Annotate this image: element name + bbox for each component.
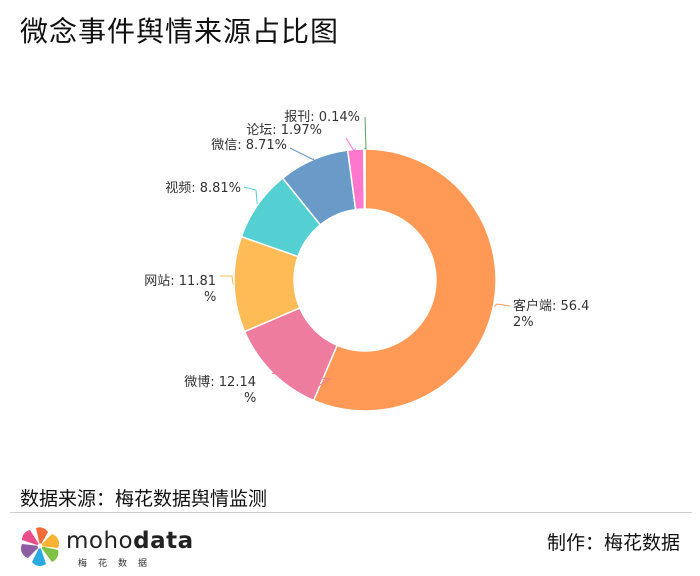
slice-label-7: 报刊: 0.14%	[284, 110, 360, 125]
donut-chart: 客户端: 56.4 2% 微博: 12.14 % 网站: 11.81 % 视频: 8.81%…	[144, 110, 589, 412]
slice-label-1: 客户端: 56.4 2%	[513, 298, 589, 330]
leader-line-1	[493, 303, 511, 307]
leader-line-5	[289, 147, 315, 161]
brand-wordmark-light: moho	[66, 528, 134, 554]
slice-1	[312, 148, 497, 412]
brand-subtitle: 梅花数据	[78, 559, 159, 569]
chart-title: 微念事件舆情来源占比图	[20, 15, 340, 48]
leader-line-7	[364, 116, 367, 150]
leader-line-4	[243, 186, 258, 204]
brand-wordmark-bold: data	[133, 528, 194, 554]
maker-credit: 制作：梅花数据	[546, 532, 680, 554]
data-source-note: 数据来源：梅花数据舆情监测	[20, 488, 268, 510]
leader-line-3	[220, 275, 234, 285]
brand-wordmark: mohodata	[66, 528, 194, 554]
slice-label-5: 微信: 8.71%	[211, 138, 287, 153]
slice-label-3: 网站: 11.81%	[144, 274, 216, 305]
slice-label-6: 论坛: 1.97%	[246, 123, 322, 138]
slice-label-2: 微博: 12.14%	[184, 375, 256, 406]
brand-logo: mohodata 梅花数据	[20, 524, 240, 569]
leader-line-6	[345, 137, 357, 152]
slice-label-4: 视频: 8.81%	[165, 181, 241, 196]
leader-line-2	[271, 372, 332, 387]
footer-divider	[10, 512, 692, 513]
slice-7	[363, 148, 366, 210]
pinwheel-icon	[20, 527, 60, 566]
